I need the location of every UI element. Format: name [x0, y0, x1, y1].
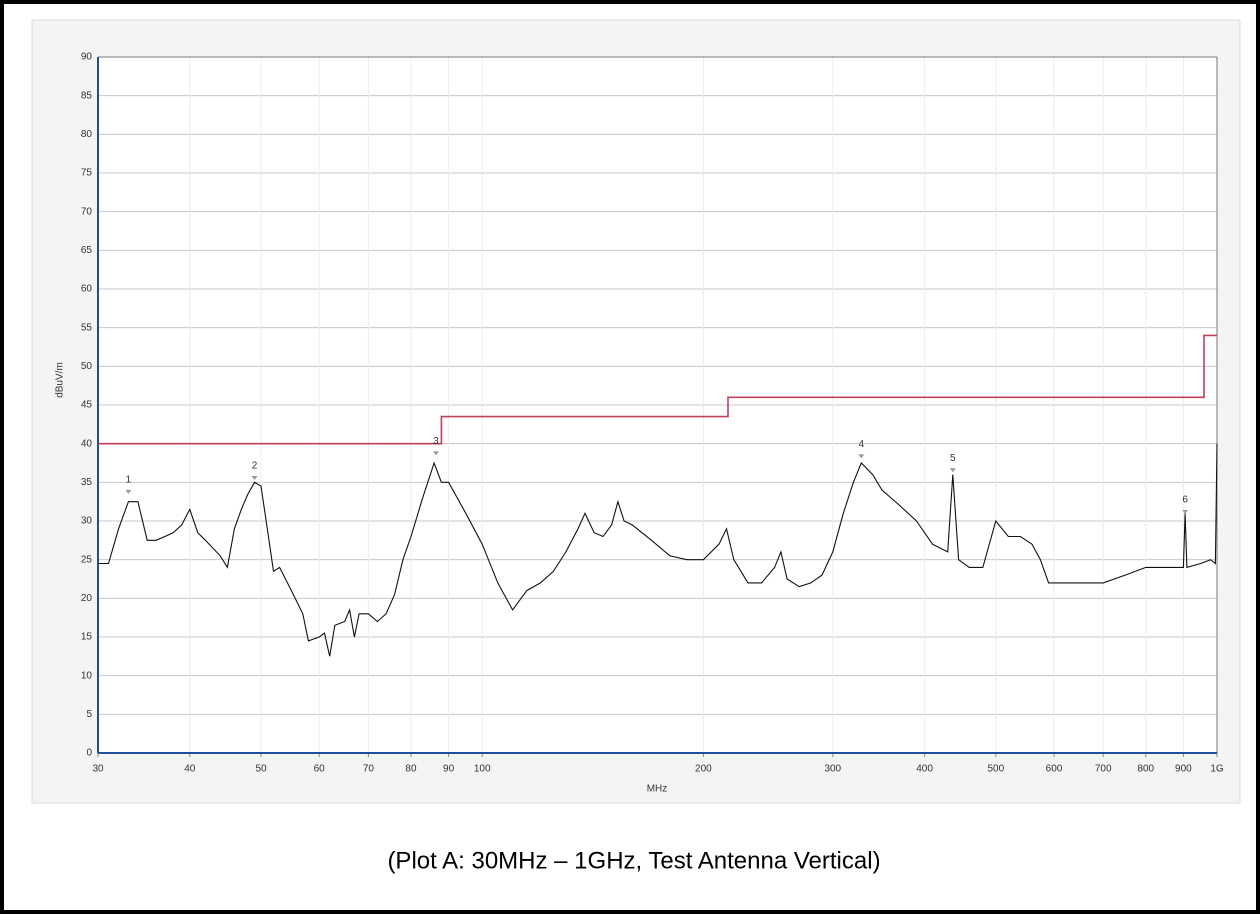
caption: (Plot A: 30MHz – 1GHz, Test Antenna Vert… — [387, 847, 880, 874]
x-tick-label: 90 — [443, 764, 455, 775]
y-tick-label: 70 — [81, 206, 93, 217]
y-tick-label: 55 — [81, 322, 93, 333]
x-tick-label: 200 — [695, 764, 712, 775]
y-tick-label: 10 — [81, 670, 93, 681]
x-tick-label: 500 — [987, 764, 1004, 775]
x-tick-label: 700 — [1095, 764, 1112, 775]
marker — [251, 476, 258, 481]
x-axis-label: MHz — [647, 784, 668, 795]
x-tick-label: 40 — [184, 764, 196, 775]
series-line — [98, 334, 1217, 445]
y-tick-label: 0 — [86, 748, 92, 759]
marker-label: 3 — [433, 436, 439, 447]
y-tick-label: 45 — [81, 400, 93, 411]
x-tick-label: 70 — [363, 764, 375, 775]
y-tick-label: 90 — [81, 52, 93, 63]
x-tick-label: 1G — [1210, 764, 1224, 775]
y-tick-label: 85 — [81, 90, 93, 101]
y-tick-label: 5 — [86, 709, 92, 720]
x-tick-label: 60 — [314, 764, 326, 775]
x-tick-label: 80 — [405, 764, 417, 775]
y-tick-label: 75 — [81, 168, 93, 179]
marker-label: 2 — [252, 461, 258, 472]
marker — [949, 468, 956, 473]
series-line — [98, 443, 1218, 657]
y-tick-label: 30 — [81, 516, 93, 527]
y-tick-label: 60 — [81, 284, 93, 295]
y-tick-label: 40 — [81, 438, 93, 449]
y-tick-label: 20 — [81, 593, 93, 604]
y-tick-label: 50 — [81, 361, 93, 372]
marker-label: 1 — [126, 475, 132, 486]
x-tick-label: 30 — [92, 764, 104, 775]
y-tick-label: 15 — [81, 632, 93, 643]
marker-label: 5 — [950, 453, 956, 464]
marker — [125, 489, 132, 494]
x-tick-label: 600 — [1046, 764, 1063, 775]
x-tick-label: 800 — [1137, 764, 1154, 775]
x-tick-label: 100 — [474, 764, 491, 775]
marker — [1182, 510, 1189, 515]
x-tick-label: 50 — [255, 764, 267, 775]
y-axis-label: dBuV/m — [55, 362, 66, 398]
marker-label: 6 — [1182, 495, 1188, 506]
y-tick-label: 35 — [81, 477, 93, 488]
x-tick-label: 300 — [824, 764, 841, 775]
x-tick-label: 400 — [916, 764, 933, 775]
y-tick-label: 25 — [81, 554, 93, 565]
marker — [432, 451, 439, 456]
y-tick-label: 80 — [81, 129, 93, 140]
y-tick-label: 65 — [81, 245, 93, 256]
x-tick-label: 900 — [1175, 764, 1192, 775]
marker-label: 4 — [858, 439, 864, 450]
marker — [858, 454, 865, 459]
